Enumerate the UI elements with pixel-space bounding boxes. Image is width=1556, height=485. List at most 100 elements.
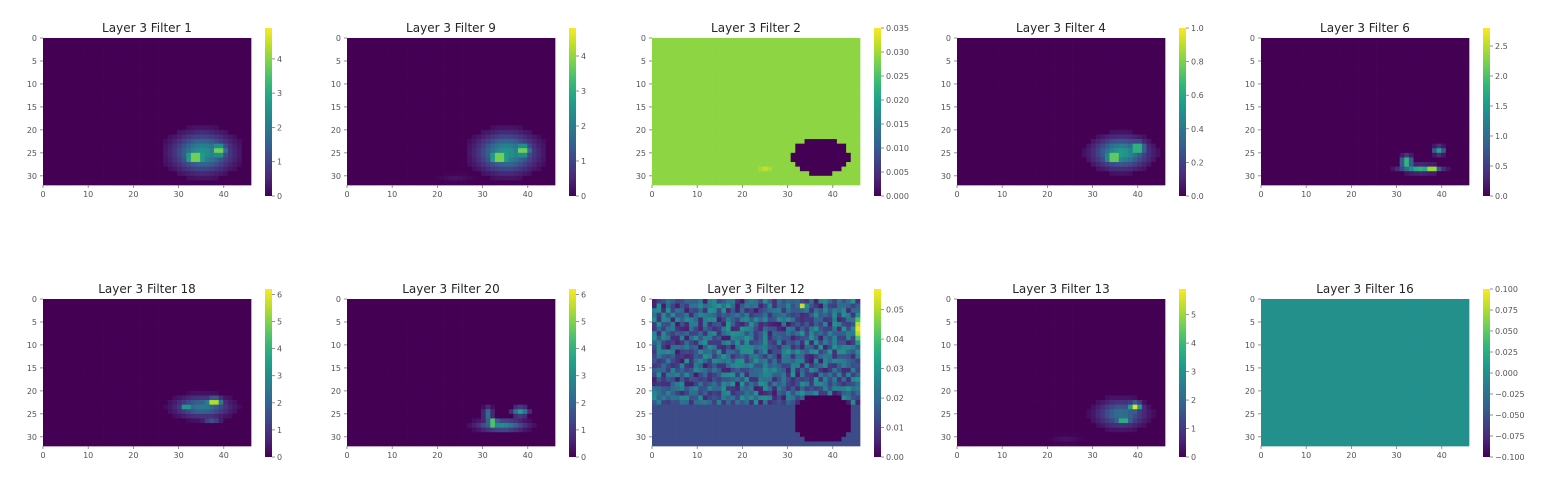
heatmap-cell [698, 60, 704, 66]
colorbar-tick-label: 0.025 [886, 72, 909, 81]
heatmap-cell [518, 47, 523, 53]
heatmap-cell [693, 152, 699, 158]
heatmap-cell [407, 93, 413, 99]
heatmap-cell [527, 139, 533, 144]
heatmap-cell [522, 74, 528, 80]
heatmap-cell [1114, 47, 1120, 53]
heatmap-cell [140, 175, 146, 181]
heatmap-cell [237, 162, 243, 167]
heatmap-cell [200, 134, 206, 140]
heatmap-cell [1058, 74, 1064, 80]
heatmap-cell [425, 106, 431, 112]
heatmap-cell [370, 134, 376, 140]
heatmap-cell [388, 125, 394, 131]
heatmap-cell [776, 152, 782, 158]
x-tick-label: 10 [83, 190, 93, 199]
heatmap-cell [47, 125, 53, 131]
heatmap-cell [227, 116, 233, 122]
heatmap-cell [52, 125, 58, 131]
heatmap-cell [360, 143, 366, 149]
heatmap-cell [499, 180, 505, 186]
heatmap-cell [739, 111, 745, 117]
heatmap-cell [241, 79, 247, 85]
heatmap-cell [1007, 51, 1013, 57]
heatmap-cell [730, 102, 736, 108]
heatmap-cell [841, 116, 847, 122]
heatmap-cell [707, 139, 713, 144]
heatmap-cell [402, 83, 408, 89]
heatmap-cell [163, 47, 169, 53]
heatmap-cell [989, 74, 995, 80]
heatmap-cell [448, 102, 454, 108]
heatmap-cell [439, 139, 445, 144]
heatmap-cell [541, 97, 547, 103]
heatmap-cell [744, 162, 750, 167]
heatmap-cell [481, 148, 487, 154]
heatmap-cell [818, 83, 824, 89]
heatmap-cell [397, 116, 403, 122]
heatmap-cell [79, 134, 85, 140]
heatmap-cell [158, 97, 164, 103]
heatmap-cell [1035, 83, 1041, 89]
heatmap-cell [476, 51, 482, 57]
heatmap-cell [112, 83, 118, 89]
heatmap-cell [1072, 47, 1078, 53]
heatmap-cell [112, 116, 118, 122]
heatmap-cell [107, 120, 113, 126]
heatmap-cell [70, 65, 76, 71]
heatmap-cell [163, 171, 169, 177]
heatmap-cell [485, 180, 491, 186]
heatmap-cell [158, 42, 164, 48]
y-tick-label: 30 [636, 172, 646, 181]
heatmap-cell [749, 38, 755, 43]
heatmap-cell [716, 56, 722, 62]
heatmap-cell [545, 93, 551, 99]
heatmap-cell [490, 70, 496, 76]
heatmap-cell [684, 152, 690, 158]
heatmap-cell [725, 42, 731, 48]
heatmap-cell [698, 106, 704, 112]
heatmap-cell [98, 148, 104, 154]
heatmap-cell [744, 74, 750, 80]
heatmap-cell [209, 134, 215, 140]
heatmap-cell [411, 106, 417, 112]
heatmap-cell [356, 171, 362, 177]
heatmap-cell [116, 70, 122, 76]
heatmap-cell [43, 106, 48, 112]
heatmap-cell [453, 166, 459, 172]
heatmap-cell [531, 70, 537, 76]
heatmap-cell [679, 56, 685, 62]
heatmap-cell [411, 120, 417, 126]
heatmap-cell [675, 148, 681, 154]
heatmap-cell [656, 116, 662, 122]
heatmap-cell [177, 88, 183, 94]
heatmap-cell [140, 74, 146, 80]
heatmap-cell [467, 129, 473, 135]
heatmap-cell [508, 148, 514, 154]
heatmap-cell [448, 65, 454, 71]
heatmap-cell [712, 175, 718, 181]
heatmap-cell [47, 111, 53, 117]
heatmap-cell [744, 102, 750, 108]
heatmap-cell [536, 79, 542, 85]
heatmap-cell [679, 97, 685, 103]
heatmap-cell [772, 116, 778, 122]
heatmap-cell [158, 70, 164, 76]
heatmap-cell [457, 134, 463, 140]
heatmap-cell [684, 134, 690, 140]
heatmap-cell [781, 106, 787, 112]
heatmap-cell [846, 129, 852, 135]
heatmap-cell [204, 51, 210, 57]
heatmap-cell [89, 47, 95, 53]
heatmap-cell [411, 125, 417, 131]
heatmap-cell [47, 148, 53, 154]
heatmap-cell [116, 125, 122, 131]
heatmap-cell [730, 143, 736, 149]
heatmap-cell [98, 180, 104, 186]
heatmap-cell [1021, 93, 1027, 99]
heatmap-cell [836, 157, 842, 163]
heatmap-cell [712, 93, 718, 99]
heatmap-cell [504, 175, 510, 181]
heatmap-cell [730, 65, 736, 71]
heatmap-cell [130, 79, 136, 85]
